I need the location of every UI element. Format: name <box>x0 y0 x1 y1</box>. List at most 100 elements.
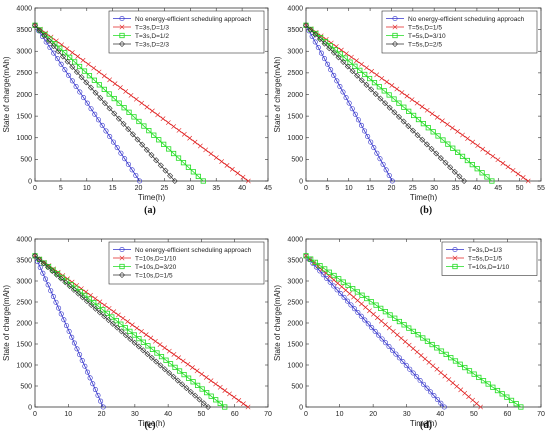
legend-entry: No energy-efficient scheduling approach <box>113 16 252 23</box>
data-point <box>352 63 358 69</box>
data-point <box>344 63 351 70</box>
data-point <box>96 69 102 75</box>
data-point <box>331 72 337 78</box>
data-point <box>465 136 470 141</box>
data-point <box>59 53 66 60</box>
y-tick-label: 3500 <box>287 257 303 264</box>
data-point <box>343 95 349 101</box>
data-point <box>391 96 397 102</box>
data-point <box>118 40 126 48</box>
data-point <box>227 391 232 397</box>
legend-entry: T=3s,D=1/3 <box>446 247 502 254</box>
legend-entry: T=5s,D=1/5 <box>446 255 502 262</box>
data-point <box>466 368 473 374</box>
chart-3: 0 500 1000 1500 2000 2500 3000 3500 4000 0 10 20 30 4… <box>2 236 272 431</box>
panel-caption: (a) <box>144 205 156 216</box>
data-point <box>422 356 428 362</box>
data-point <box>66 328 72 334</box>
y-tick-label: 2500 <box>287 70 303 77</box>
data-point <box>64 46 70 52</box>
data-point <box>391 40 399 48</box>
data-point <box>69 50 75 55</box>
data-point <box>204 389 210 396</box>
legend-label: T=3s,D=1/2 <box>135 33 169 40</box>
legend-entry: T=3s,D=1/3 <box>113 24 169 31</box>
data-point <box>171 177 178 185</box>
data-point <box>389 178 395 184</box>
data-point <box>365 321 371 327</box>
data-point <box>111 309 117 315</box>
data-point <box>101 313 108 320</box>
data-point <box>61 317 67 323</box>
data-point <box>83 298 90 305</box>
legend-label: No energy-efficient scheduling approach <box>408 16 525 23</box>
data-point <box>423 141 430 148</box>
data-point <box>335 280 341 286</box>
data-point <box>140 339 147 345</box>
chart-4: 0 500 1000 1500 2000 2500 3000 3500 4000 0 10 20 30 4… <box>273 236 545 431</box>
y-tick-label: 2500 <box>287 299 303 306</box>
data-point <box>376 332 382 338</box>
data-point <box>119 255 125 261</box>
y-tick-label: 1500 <box>16 113 32 120</box>
data-point <box>148 152 155 159</box>
data-point <box>399 90 405 95</box>
data-point <box>42 276 48 282</box>
data-point <box>480 378 487 384</box>
data-point <box>338 291 344 297</box>
legend-entry: T=5s,D=3/10 <box>386 33 446 40</box>
y-tick-label: 3500 <box>16 27 32 34</box>
data-point <box>415 116 422 123</box>
data-point <box>393 351 399 357</box>
data-point <box>312 31 319 38</box>
data-point <box>407 366 413 372</box>
data-point <box>386 172 392 178</box>
data-point <box>92 89 99 96</box>
data-point <box>331 272 337 279</box>
data-point <box>120 315 126 321</box>
x-tick-label: 60 <box>231 411 239 418</box>
data-point <box>111 95 117 102</box>
data-point <box>40 270 46 276</box>
x-tick-label: 30 <box>430 185 438 192</box>
data-point <box>383 167 389 173</box>
data-point <box>429 111 435 117</box>
data-point <box>120 120 127 127</box>
data-point <box>90 381 96 387</box>
data-point <box>161 141 167 147</box>
series-3 <box>303 253 524 410</box>
data-point <box>181 371 187 378</box>
data-point <box>428 145 435 152</box>
data-point <box>518 404 524 410</box>
data-point <box>194 368 200 374</box>
data-point <box>127 328 133 335</box>
data-point <box>450 145 456 151</box>
data-point <box>92 296 98 301</box>
data-point <box>66 283 73 290</box>
data-point <box>444 121 450 127</box>
data-point <box>427 389 433 395</box>
data-point <box>110 139 116 145</box>
data-point <box>368 299 374 305</box>
data-point <box>371 145 377 151</box>
data-point <box>387 312 393 318</box>
data-point <box>410 328 417 335</box>
data-point <box>369 325 375 331</box>
data-point <box>417 378 423 384</box>
data-point <box>171 351 177 357</box>
data-point <box>192 392 199 399</box>
data-point <box>57 275 64 282</box>
y-tick-label: 1000 <box>287 362 303 369</box>
series-line <box>34 25 176 182</box>
data-point <box>382 322 388 327</box>
series-1 <box>303 253 447 410</box>
data-point <box>431 393 437 399</box>
data-point <box>462 364 468 371</box>
data-point <box>464 157 471 164</box>
legend-label: T=5s,D=1/5 <box>408 24 442 31</box>
data-point <box>73 83 79 89</box>
x-axis-label: Time(h) <box>138 419 166 428</box>
data-point <box>185 361 191 367</box>
y-axis-label: State of charge(mAh) <box>2 56 11 132</box>
